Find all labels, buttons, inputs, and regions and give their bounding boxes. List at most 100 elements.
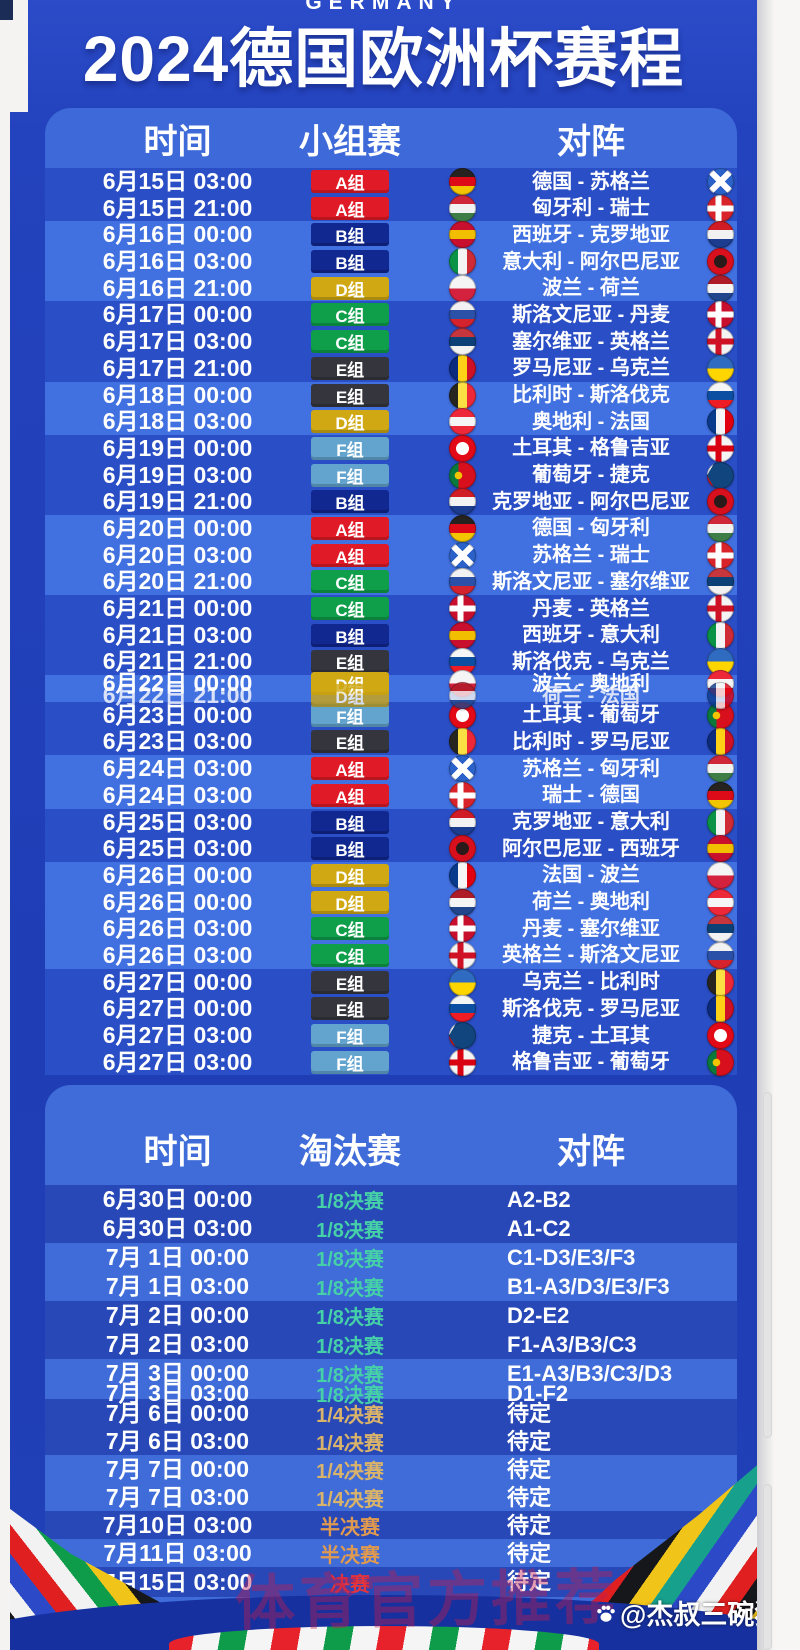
match-teams: 英格兰 - 斯洛文尼亚 — [502, 944, 680, 967]
knockout-row: 7月 6日 03:00 1/4决赛 待定 — [45, 1427, 737, 1455]
match-time: 6月17日 03:00 — [102, 328, 253, 355]
stage-badge: 决赛 — [330, 1573, 370, 1596]
flag-tr-icon — [706, 1022, 734, 1049]
match-time: 6月26日 03:00 — [102, 941, 253, 968]
baidu-paw-icon — [597, 1605, 615, 1622]
knockout-row: 7月 7日 00:00 1/4决赛 待定 — [45, 1455, 737, 1483]
match-row: 6月19日 00:00 F组 土耳其 - 格鲁吉亚 — [45, 434, 737, 462]
match-row: 6月20日 21:00 C组 斯洛文尼亚 - 塞尔维亚 — [45, 568, 737, 596]
match-time: 6月25日 03:00 — [102, 835, 253, 862]
flag-nl-icon — [706, 274, 734, 302]
match-pairing: 待定 — [507, 1400, 552, 1426]
stage-badge: 半决赛 — [320, 1517, 380, 1539]
match-teams: 苏格兰 - 匈牙利 — [522, 757, 660, 780]
group-badge: A组 — [311, 783, 389, 807]
group-stage-table: 时间 小组赛 对阵 6月15日 03:00 A组 德国 - 苏格兰 6月15日 … — [45, 108, 737, 1076]
flag-ro-icon — [706, 728, 734, 756]
flag-tr-icon — [448, 434, 476, 462]
flag-sct-icon — [448, 755, 476, 783]
match-time: 6月27日 03:00 — [102, 1022, 253, 1048]
deco-bottom-stripes — [168, 1626, 599, 1650]
match-row: 6月16日 21:00 D组 波兰 - 荷兰 — [45, 274, 737, 302]
match-teams: 西班牙 - 克罗地亚 — [512, 223, 670, 246]
group-badge: E组 — [311, 970, 389, 994]
match-time: 6月16日 00:00 — [102, 221, 253, 248]
germany-label: GERMANY — [305, 0, 462, 14]
flag-sk-icon — [448, 995, 476, 1023]
knockout-row: 7月 1日 00:00 1/8决赛 C1-D3/E3/F3 — [45, 1243, 737, 1272]
match-time: 6月15日 03:00 — [102, 168, 253, 194]
knockout-row: 7月 6日 00:00 1/4决赛 待定 — [45, 1399, 737, 1427]
match-row: 6月15日 21:00 A组 匈牙利 - 瑞士 — [45, 194, 737, 222]
scrollbar-thumb-upper[interactable] — [763, 1092, 772, 1438]
match-pairing: 待定 — [507, 1512, 552, 1538]
scrollbar-thumb-lower[interactable] — [763, 1484, 772, 1650]
group-badge: D组 — [311, 890, 389, 914]
col-header-versus: 对阵 — [557, 1133, 625, 1171]
flag-sk-icon — [706, 381, 734, 409]
match-time: 7月 2日 03:00 — [105, 1331, 250, 1357]
group-badge: B组 — [311, 837, 389, 861]
flag-be-icon — [448, 728, 476, 756]
match-teams: 法国 - 波兰 — [542, 864, 640, 887]
group-badge: B组 — [311, 810, 389, 834]
flag-hu-icon — [706, 755, 734, 783]
match-time: 6月24日 03:00 — [102, 755, 253, 782]
match-teams: 格鲁吉亚 - 葡萄牙 — [512, 1051, 670, 1074]
knockout-rows: 6月30日 00:00 1/8决赛 A2-B2 6月30日 03:00 1/8决… — [45, 1185, 737, 1597]
flag-ch-icon — [706, 541, 734, 569]
match-row: 6月23日 00:00 F组 土耳其 - 葡萄牙 — [45, 701, 737, 729]
flag-rs-icon — [706, 568, 734, 596]
match-pairing: 待定 — [507, 1569, 552, 1594]
flag-es-icon — [706, 835, 734, 863]
group-badge: C组 — [311, 330, 389, 354]
group-badge: B组 — [311, 223, 389, 247]
match-teams: 丹麦 - 塞尔维亚 — [522, 917, 660, 940]
match-pairing: 待定 — [507, 1428, 552, 1454]
knockout-row: 6月30日 03:00 1/8决赛 A1-C2 — [45, 1214, 737, 1243]
match-teams: 捷克 - 土耳其 — [532, 1024, 650, 1047]
match-teams: 西班牙 - 意大利 — [522, 624, 660, 647]
match-teams: 斯洛文尼亚 - 塞尔维亚 — [492, 570, 690, 593]
match-row: 6月25日 03:00 B组 阿尔巴尼亚 - 西班牙 — [45, 835, 737, 863]
match-teams: 瑞士 - 德国 — [542, 784, 640, 807]
match-time: 7月 6日 00:00 — [105, 1400, 250, 1426]
match-time: 6月20日 03:00 — [102, 541, 253, 568]
stage-badge: 1/8决赛 — [316, 1307, 384, 1329]
match-row: 6月27日 00:00 E组 斯洛伐克 - 罗马尼亚 — [45, 995, 737, 1023]
stage-badge: 1/8决赛 — [316, 1365, 384, 1387]
flag-at-icon — [448, 408, 476, 436]
credit-text: @杰叔三碗猪手面 — [620, 1600, 757, 1630]
match-time: 7月 7日 03:00 — [105, 1484, 250, 1510]
match-row: 6月21日 21:00 E组 斯洛伐克 - 乌克兰 — [45, 648, 737, 676]
match-row: 6月18日 03:00 D组 奥地利 - 法国 — [45, 408, 737, 436]
match-teams: 德国 - 苏格兰 — [532, 170, 650, 193]
group-badge: E组 — [311, 730, 389, 754]
match-pairing: F1-A3/B3/C3 — [507, 1331, 637, 1357]
knockout-row: 7月11日 03:00 半决赛 待定 — [45, 1539, 737, 1567]
group-badge: C组 — [311, 943, 389, 967]
flag-ro-icon — [448, 354, 476, 382]
match-row: 6月16日 03:00 B组 意大利 - 阿尔巴尼亚 — [45, 248, 737, 276]
match-teams: 塞尔维亚 - 英格兰 — [512, 330, 670, 353]
flag-be-icon — [706, 968, 734, 996]
knockout-table: 时间 淘汰赛 对阵 6月30日 00:00 1/8决赛 A2-B2 6月30日 … — [45, 1085, 737, 1650]
match-time: 7月 1日 00:00 — [105, 1244, 250, 1270]
flag-de-icon — [448, 168, 476, 195]
match-time: 7月 3日 03:00 — [105, 1380, 250, 1406]
knockout-row: 7月10日 03:00 半决赛 待定 — [45, 1511, 737, 1539]
flag-al-icon — [706, 488, 734, 516]
match-teams: 葡萄牙 - 捷克 — [532, 464, 650, 487]
match-row: 6月16日 00:00 B组 西班牙 - 克罗地亚 — [45, 221, 737, 249]
knockout-row: 7月 2日 00:00 1/8决赛 D2-E2 — [45, 1301, 737, 1330]
knockout-row: 6月30日 00:00 1/8决赛 A2-B2 — [45, 1185, 737, 1214]
stage-badge: 1/8决赛 — [316, 1336, 384, 1358]
match-pairing: 待定 — [507, 1456, 552, 1482]
flag-en-icon — [448, 941, 476, 969]
match-time: 6月20日 00:00 — [102, 514, 253, 541]
match-teams: 乌克兰 - 比利时 — [522, 971, 660, 994]
match-time: 6月16日 21:00 — [102, 274, 253, 301]
match-time: 6月19日 00:00 — [102, 434, 253, 461]
flag-dk-icon — [706, 301, 734, 329]
match-row: 6月19日 03:00 F组 葡萄牙 - 捷克 — [45, 461, 737, 489]
